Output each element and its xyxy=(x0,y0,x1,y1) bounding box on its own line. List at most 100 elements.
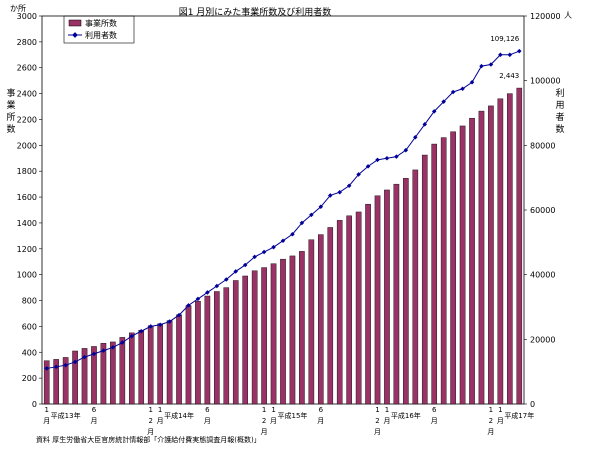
bar xyxy=(431,143,438,405)
bar xyxy=(72,350,78,405)
line-point xyxy=(176,312,182,318)
left-tick-label: 600 xyxy=(22,322,37,331)
bar xyxy=(53,359,59,405)
bar xyxy=(412,169,419,405)
x-month-label: 1 xyxy=(44,406,48,414)
right-tick-label: 40000 xyxy=(530,271,555,280)
bar xyxy=(393,183,400,405)
line-point xyxy=(252,254,257,260)
bar xyxy=(459,125,466,405)
right-axis-title-char: 者 xyxy=(555,112,564,123)
left-tick-label: 400 xyxy=(22,348,37,357)
line-point xyxy=(384,156,390,161)
bar xyxy=(195,300,201,405)
x-month-sublabel: 月 xyxy=(43,417,50,425)
line-last-label: 109,126 xyxy=(490,35,519,43)
bar xyxy=(81,348,88,405)
bar xyxy=(308,239,315,405)
line-point xyxy=(318,204,324,210)
right-tick-label: 20000 xyxy=(530,335,555,344)
x-month-label: 6 xyxy=(319,406,324,414)
bar xyxy=(176,314,182,405)
x-month-sublabel: 月 xyxy=(487,428,494,436)
left-tick-label: 1400 xyxy=(17,219,37,228)
line-point xyxy=(517,48,522,54)
x-month-label: 6 xyxy=(432,406,437,414)
x-month-label: 1 xyxy=(498,406,502,414)
bar xyxy=(440,137,447,405)
line-point xyxy=(129,333,135,339)
line-point xyxy=(507,52,513,58)
left-tick-label: 3000 xyxy=(17,12,37,21)
left-tick-label: 2600 xyxy=(17,64,37,73)
x-month-sublabel: 月 xyxy=(270,417,277,425)
x-month-label: 1 xyxy=(385,406,389,414)
line-point xyxy=(214,283,220,289)
x-month-sublabel: 月 xyxy=(204,417,211,425)
line-point xyxy=(233,269,239,274)
line-point xyxy=(261,249,267,255)
right-tick-label: 60000 xyxy=(530,206,555,215)
bar xyxy=(450,131,456,405)
bar xyxy=(223,287,230,405)
right-axis-title-char: 用 xyxy=(555,100,564,111)
left-axis-title-char: 数 xyxy=(6,123,15,135)
bar xyxy=(336,220,343,405)
x-month-sublabel: 2 xyxy=(375,417,379,425)
bar xyxy=(516,87,523,405)
left-tick-label: 0 xyxy=(32,400,37,409)
bar xyxy=(469,117,475,405)
x-month-label: 1 xyxy=(262,406,266,414)
right-axis-title: 利用者数 xyxy=(555,87,564,135)
x-month-sublabel: 月 xyxy=(157,417,164,425)
bar xyxy=(497,98,504,405)
bar xyxy=(62,357,69,405)
line-point xyxy=(403,147,409,153)
x-month-label: 1 xyxy=(158,406,162,414)
line-point xyxy=(299,220,305,226)
x-month-label: 1 xyxy=(489,406,493,414)
right-axis-title-char: 数 xyxy=(555,123,564,135)
bar xyxy=(166,320,173,405)
right-tick-label: 0 xyxy=(530,400,535,409)
left-unit-label: か所 xyxy=(10,3,26,13)
line-point xyxy=(167,319,172,324)
x-year-label: 平成14年 xyxy=(164,411,194,420)
x-year-label: 平成15年 xyxy=(277,411,307,420)
line-point xyxy=(327,193,333,198)
left-tick-label: 200 xyxy=(22,374,37,383)
bar xyxy=(110,341,116,405)
x-month-sublabel: 月 xyxy=(261,428,268,436)
source-note: 資料 厚生労働省大臣官房統計情報部「介護給付費実態調査月報(概数)」 xyxy=(36,435,261,444)
bar xyxy=(403,178,409,405)
bar xyxy=(147,325,154,405)
x-month-sublabel: 月 xyxy=(383,417,390,425)
bar xyxy=(157,323,163,405)
bar xyxy=(421,154,428,405)
right-unit-label: 人 xyxy=(564,11,572,20)
left-tick-label: 2200 xyxy=(17,115,37,124)
x-month-sublabel: 2 xyxy=(489,417,493,425)
legend-line-label: 利用者数 xyxy=(85,30,117,40)
left-tick-label: 1600 xyxy=(17,193,37,202)
bar xyxy=(384,189,390,405)
chart-title: 図1 月別にみた事業所数及び利用者数 xyxy=(179,6,332,18)
bar xyxy=(100,343,107,405)
bar xyxy=(242,275,248,405)
left-tick-label: 1000 xyxy=(17,271,37,280)
right-axis-title-char: 利 xyxy=(555,87,564,99)
bar xyxy=(327,227,334,405)
bar xyxy=(43,360,50,405)
left-tick-label: 2400 xyxy=(17,90,37,99)
x-month-label: 1 xyxy=(375,406,379,414)
x-month-sublabel: 月 xyxy=(497,417,504,425)
bar xyxy=(270,263,277,405)
line-point xyxy=(441,99,446,104)
bar xyxy=(488,105,494,405)
line-point xyxy=(148,324,153,329)
left-axis-title-char: 所 xyxy=(6,112,15,123)
left-tick-label: 2000 xyxy=(17,141,37,150)
line-point xyxy=(337,189,342,195)
bar xyxy=(299,251,305,405)
